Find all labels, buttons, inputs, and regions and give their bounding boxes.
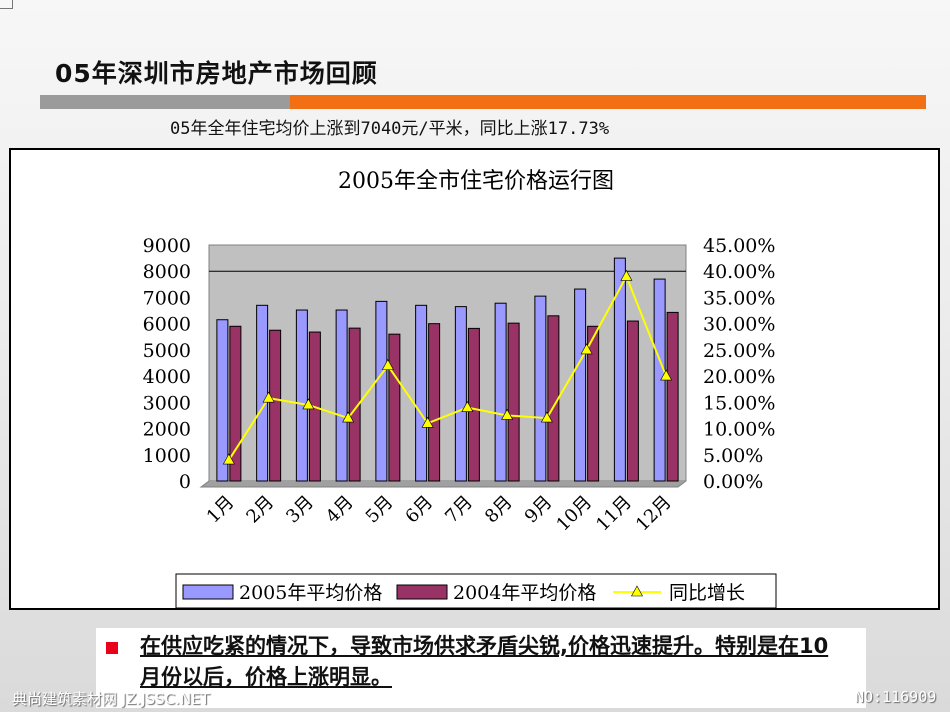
bar-2004 [428, 323, 441, 482]
bar-2004 [507, 322, 520, 482]
legend-box [175, 573, 777, 608]
price-chart: 2005年全市住宅价格运行图 0 1000 2000 3000 4000 5000 6000 7… [143, 169, 777, 608]
bar-2005 [375, 300, 388, 482]
slide-title: 05年深圳市房地产市场回顾 [55, 59, 378, 88]
x-tick-label: 12月 [632, 492, 676, 536]
x-tick-label: 11月 [592, 492, 636, 536]
y2-tick-label: 25.00% [703, 340, 775, 362]
note-text: 在供应吃紧的情况下，导致市场供求矛盾尖锐,价格迅速提升。特别是在10月份以后，价… [140, 634, 829, 689]
bar-2005 [494, 302, 507, 482]
bar-2004 [666, 311, 679, 482]
yoy-point [381, 358, 394, 370]
x-tick-label: 5月 [362, 492, 398, 528]
yoy-point [660, 369, 673, 381]
y-tick-label: 9000 [143, 235, 191, 257]
slide-subtitle: 05年全年住宅均价上涨到7040元/平米，同比上涨17.73% [170, 119, 610, 139]
yoy-point [461, 400, 474, 412]
bar-2004 [388, 333, 401, 482]
legend-label-yoy: 同比增长 [669, 582, 745, 604]
bar-2004 [587, 325, 600, 482]
y-tick-label: 5000 [143, 340, 191, 362]
plot-area [208, 244, 687, 482]
y2-tick-label: 10.00% [703, 419, 775, 441]
y2-tick-label: 30.00% [703, 314, 775, 336]
bar-2005 [295, 309, 308, 482]
y-tick-label: 3000 [143, 392, 191, 414]
yoy-point [222, 453, 235, 465]
plot-floor [199, 480, 687, 488]
yoy-point [620, 269, 633, 281]
yoy-point [342, 411, 355, 423]
y-tick-label: 7000 [143, 287, 191, 309]
yoy-point [540, 411, 553, 423]
x-tick-label: 10月 [552, 492, 596, 536]
y-tick-label: 1000 [143, 445, 191, 467]
bar-2004 [229, 325, 242, 482]
y2-tick-label: 20.00% [703, 366, 775, 388]
y2-tick-label: 15.00% [703, 392, 775, 414]
bar-2004 [467, 327, 480, 482]
yoy-point [580, 343, 593, 355]
yoy-line [228, 274, 668, 461]
x-tick-label: 2月 [242, 492, 278, 528]
x-tick-label: 4月 [322, 492, 358, 528]
y2-tick-label: 5.00% [703, 445, 763, 467]
yoy-point [262, 391, 275, 403]
bar-2005 [534, 295, 547, 482]
yoy-point [501, 408, 514, 420]
y2-tick-label: 40.00% [703, 261, 775, 283]
title-underline-orange [290, 95, 926, 109]
bar-2005 [574, 288, 587, 482]
legend-swatch-2004 [396, 584, 448, 600]
bar-2004 [269, 329, 282, 482]
watermark-left: 典尚建筑素材网 JZ.JSSC.NET [12, 690, 210, 708]
bar-2005 [256, 304, 269, 482]
x-tick-label: 6月 [401, 492, 437, 528]
x-tick-label: 7月 [441, 492, 477, 528]
legend-marker-yoy [630, 585, 644, 597]
y2-tick-label: 35.00% [703, 287, 775, 309]
bar-2005 [335, 309, 348, 482]
chart-container: 2005年全市住宅价格运行图 0 1000 2000 3000 4000 5000 6000 7… [9, 148, 940, 610]
y2-tick-label: 0.00% [703, 471, 763, 493]
x-tick-label: 8月 [481, 492, 517, 528]
x-tick-label: 3月 [282, 492, 318, 528]
x-tick-label: 9月 [521, 492, 557, 528]
y-tick-label: 4000 [143, 366, 191, 388]
title-underline-gray [40, 95, 290, 109]
bar-2005 [613, 257, 626, 482]
bar-2005 [454, 306, 467, 482]
y-tick-label: 8000 [143, 261, 191, 283]
chart-title: 2005年全市住宅价格运行图 [338, 169, 614, 194]
corner-mark [0, 0, 13, 9]
legend-swatch-2005 [182, 584, 234, 600]
legend-label-2004: 2004年平均价格 [453, 582, 596, 604]
y-tick-label: 6000 [143, 314, 191, 336]
y-tick-label: 2000 [143, 419, 191, 441]
bar-2004 [348, 327, 361, 482]
bar-2005 [216, 319, 229, 482]
watermark-right: NO:116909 [855, 688, 937, 706]
x-tick-label: 1月 [203, 492, 239, 528]
bullet-square-icon [106, 642, 118, 654]
yoy-point [421, 416, 434, 428]
y2-tick-label: 45.00% [703, 235, 775, 257]
y-tick-label: 0 [179, 471, 191, 493]
bar-2004 [626, 320, 639, 482]
yoy-point [302, 398, 315, 410]
note-box: 在供应吃紧的情况下，导致市场供求矛盾尖锐,价格迅速提升。特别是在10月份以后，价… [96, 628, 866, 708]
bar-2005 [415, 304, 428, 482]
legend-label-2005: 2005年平均价格 [239, 582, 382, 604]
